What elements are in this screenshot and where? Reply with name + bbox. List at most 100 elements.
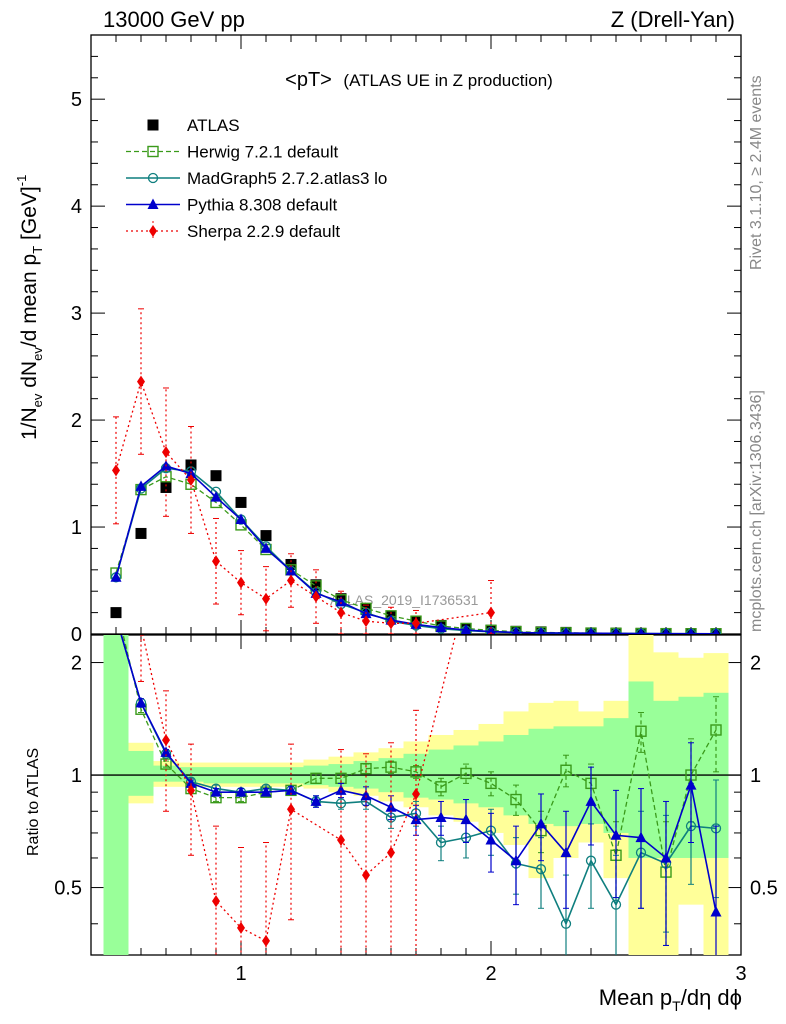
legend-label: Herwig 7.2.1 default <box>187 143 338 162</box>
main-series-0-point <box>235 496 247 508</box>
ratio-y-axis-label: Ratio to ATLAS <box>25 748 42 856</box>
ratio-series-2-point <box>585 795 597 806</box>
mcplots-side-label: mcplots.cern.ch [arXiv:1306.3436] <box>748 390 765 632</box>
legend-marker <box>147 119 159 131</box>
x-tick-label: 2 <box>485 963 496 985</box>
ratio-series-1-point <box>610 899 622 910</box>
main-series-4-point <box>262 592 270 605</box>
main-series-3-point <box>562 627 570 634</box>
ratio-series-2-point <box>135 696 147 708</box>
ratio-series-3-point <box>487 487 495 499</box>
ratio-series-0-point <box>710 724 722 736</box>
main-y-tick-label: 1 <box>71 517 82 539</box>
ratio-series-0-point <box>460 767 472 780</box>
main-series-3-point <box>712 627 720 634</box>
legend-marker <box>147 198 159 209</box>
main-series-3-point <box>486 625 496 634</box>
ratio-series-3-point <box>112 440 120 452</box>
ratio-series-1-point <box>435 837 447 848</box>
main-series-4-point <box>112 464 120 477</box>
ratio-series-2-point <box>660 851 672 863</box>
ratio-series-3-line <box>142 635 457 942</box>
ratio-series-3-point <box>287 803 295 816</box>
ratio-series-3-point <box>187 784 195 797</box>
main-series-4-point <box>237 576 245 589</box>
main-series-0-point <box>185 459 197 471</box>
ratio-series-3-point <box>337 834 345 847</box>
main-y-tick-label: 0 <box>71 624 82 646</box>
x-tick-label: 3 <box>735 963 746 985</box>
main-series-3-point <box>512 626 520 634</box>
main-series-4-point <box>487 606 495 619</box>
ratio-series-1-point <box>585 855 597 866</box>
ratio-y-tick-label-left: 1 <box>71 765 82 787</box>
ratio-series-3-point <box>212 895 220 908</box>
main-series-3-point <box>435 621 447 633</box>
main-series-1-point <box>485 624 497 634</box>
rivet-side-label: Rivet 3.1.10, ≥ 2.4M events <box>748 75 765 270</box>
main-series-3-point <box>587 627 595 634</box>
main-series-4-point <box>337 606 345 619</box>
legend-label: MadGraph5 2.7.2.atlas3 lo <box>187 169 387 188</box>
ratio-series-0-point <box>160 758 172 770</box>
ratio-y-tick-label-left: 0.5 <box>54 878 82 900</box>
main-series-0-point <box>160 481 172 493</box>
main-series-4-point <box>162 446 170 459</box>
ratio-series-2-point <box>685 779 697 790</box>
ratio-series-2-point <box>310 795 322 806</box>
ratio-series-0-point <box>485 777 497 790</box>
legend-marker <box>147 145 159 158</box>
main-series-4-point <box>187 473 195 486</box>
ratio-series-2-point <box>435 811 447 822</box>
main-series-4-point <box>387 617 395 630</box>
main-series-3-point <box>537 626 545 634</box>
main-series-3-point <box>235 513 247 525</box>
legend-marker <box>147 172 159 184</box>
ratio-series-3-point <box>237 921 245 934</box>
main-series-0-point <box>210 470 222 482</box>
chart-legend: ATLAS Herwig 7.2.1 default MadGraph5 2.7.2… <box>126 116 387 241</box>
ratio-y-tick-label-right: 2 <box>750 653 761 675</box>
main-plot-title: <pT> (ATLAS UE in Z production) <box>285 69 553 91</box>
ratio-series-3-point <box>262 934 270 947</box>
ratio-series-3-point <box>162 734 170 747</box>
ratio-series-2-point <box>610 829 622 840</box>
ratio-series-2-point <box>510 854 522 866</box>
ratio-series-2-point <box>160 746 172 757</box>
main-y-tick-label: 2 <box>71 410 82 432</box>
ratio-series-0-point <box>560 764 572 776</box>
ratio-series-1-point <box>335 798 347 809</box>
ratio-series-0-line <box>122 635 717 873</box>
x-axis-label: Mean pT/dη dϕ <box>599 985 742 1014</box>
ratio-series-3-point <box>362 869 370 882</box>
ratio-series-2-point <box>710 906 722 917</box>
ratio-series-2-point <box>335 784 347 795</box>
ratio-series-2-point <box>535 817 547 829</box>
main-series-3-point <box>612 627 620 634</box>
ratio-band-inner <box>153 765 179 782</box>
main-series <box>110 308 722 634</box>
ratio-series-2-point <box>635 831 647 843</box>
ratio-series-0-point <box>435 781 447 793</box>
ratio-band-inner <box>128 750 154 796</box>
ratio-y-tick-label-right: 1 <box>750 765 761 787</box>
ratio-series-1-point <box>560 918 572 929</box>
main-series-0-point <box>110 607 122 619</box>
ratio-series <box>91 440 741 955</box>
ratio-series-2-point <box>560 846 572 858</box>
main-series-3-point <box>662 627 670 634</box>
ratio-series-2-point <box>410 813 422 825</box>
main-series-3-line <box>115 465 717 634</box>
ratio-series-2-point <box>260 786 272 797</box>
main-series-3-point <box>637 627 645 634</box>
main-series-3-point <box>210 491 222 502</box>
legend-marker <box>149 225 157 237</box>
main-series-3-point <box>260 542 272 553</box>
main-series-3-point <box>460 624 472 634</box>
watermark-label: ATLAS_2019_I1736531 <box>330 592 479 608</box>
ratio-series-3-point <box>387 846 395 859</box>
main-series-2-line <box>115 467 716 634</box>
main-plot-panel: 0 1 2 3 4 5 <box>71 34 742 646</box>
ratio-series-3-point <box>412 787 420 800</box>
